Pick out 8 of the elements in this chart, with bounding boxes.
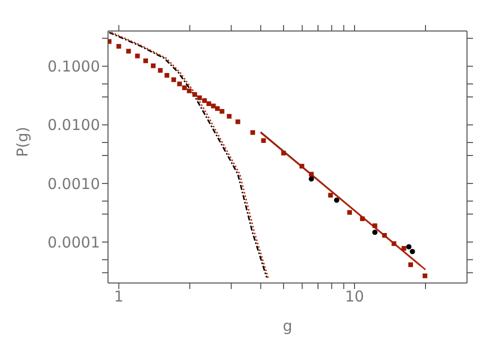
x-axis-title: g	[282, 317, 292, 335]
y-tick-label: 0.0100	[48, 116, 100, 134]
y-tick-label: 0.1000	[48, 58, 100, 76]
x-tick-label: 1	[114, 288, 124, 306]
y-tick-label: 0.0001	[48, 233, 100, 252]
y-axis-title: P(g)	[13, 126, 32, 157]
y-tick-label: 0.0010	[48, 174, 100, 193]
x-tick-label: 10	[344, 288, 364, 306]
